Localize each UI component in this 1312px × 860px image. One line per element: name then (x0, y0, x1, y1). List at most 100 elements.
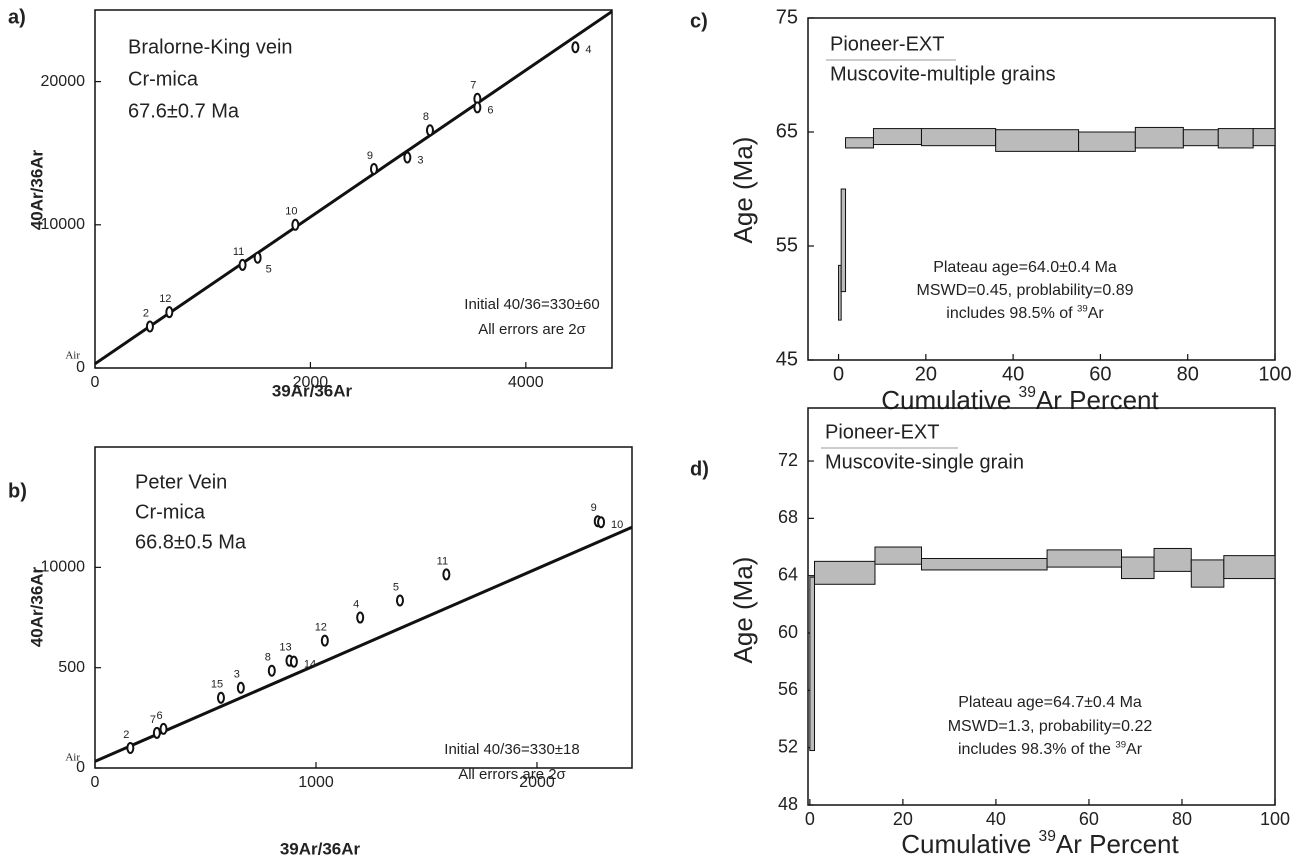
x-axis-label-part: Ar Percent (1056, 829, 1180, 859)
data-point (403, 151, 412, 164)
x-tick-label: 100 (1260, 809, 1290, 829)
annotation: Plateau age=64.7±0.4 Ma (958, 694, 1142, 711)
y-tick-label: 0 (76, 759, 85, 776)
step (1046, 549, 1123, 568)
step (845, 137, 874, 149)
point-label: 13 (279, 642, 291, 654)
y-axis-label: Age (Ma) (728, 137, 758, 244)
x-tick-label: 2000 (519, 774, 555, 791)
annotation-part: includes 98.5% of (946, 305, 1077, 322)
step (920, 557, 1048, 571)
x-tick-label: 0 (91, 774, 100, 791)
annotation: Muscovite-multiple grains (830, 63, 1056, 85)
point-label: 4 (353, 598, 359, 610)
y-tick-label: 52 (778, 736, 798, 756)
fit-line (95, 525, 632, 763)
x-tick-label: 40 (1002, 363, 1024, 385)
x-axis-label: Cumulative 39Ar Percent (881, 384, 1159, 415)
x-axis-label: Cumulative 39Ar Percent (901, 828, 1179, 859)
y-tick-label: 68 (778, 507, 798, 527)
point-label: 2 (143, 307, 149, 319)
step (1153, 547, 1192, 572)
step (1217, 128, 1254, 149)
y-tick-label: 75 (776, 6, 798, 28)
data-point (425, 124, 434, 137)
data-point (165, 306, 174, 319)
annotation: Cr-mica (135, 501, 206, 523)
step (874, 546, 922, 565)
point-label: 3 (234, 669, 240, 681)
point-label: 8 (265, 652, 271, 664)
x-axis-label-part: Ar Percent (1036, 385, 1160, 415)
y-tick-label: 72 (778, 450, 798, 470)
data-point (473, 101, 482, 114)
annotation: 67.6±0.7 Ma (128, 100, 240, 122)
annotation: MSWD=1.3, probability=0.22 (948, 718, 1153, 735)
annotation-part: includes 98.3% of the (958, 741, 1115, 758)
data-point (291, 218, 300, 231)
y-tick-label: 10000 (41, 216, 86, 233)
data-point (236, 681, 245, 694)
annotation: Muscovite-single grain (825, 451, 1024, 473)
annotation-part: Ar (1088, 305, 1105, 322)
y-tick-label: 65 (776, 120, 798, 142)
annotation: MSWD=0.45, problability=0.89 (917, 282, 1134, 299)
step (1223, 555, 1276, 580)
panel-label: d) (690, 458, 709, 480)
step (838, 264, 842, 321)
point-label: 6 (156, 710, 162, 722)
data-point (152, 726, 161, 739)
point-label: 5 (266, 264, 272, 276)
x-tick-label: 60 (1079, 809, 1099, 829)
point-label: 5 (393, 581, 399, 593)
data-point (267, 664, 276, 677)
data-point (356, 611, 365, 624)
y-tick-label: 500 (58, 659, 85, 676)
x-axis-label-part: 39 (1019, 384, 1036, 401)
annotation: Initial 40/36=330±18 (444, 741, 579, 758)
data-point (369, 162, 378, 175)
plot-frame (807, 407, 1276, 806)
x-tick-label: 0 (91, 374, 100, 391)
point-label: 9 (367, 150, 373, 162)
x-tick-label: 4000 (508, 374, 544, 391)
x-tick-label: 80 (1177, 363, 1199, 385)
point-label: 12 (315, 622, 327, 634)
step (920, 128, 997, 147)
step (995, 129, 1080, 152)
plot-frame (807, 17, 1276, 361)
point-label: 2 (123, 729, 129, 741)
x-tick-label: 2000 (293, 374, 329, 391)
y-tick-label: 55 (776, 234, 798, 256)
data-point (159, 722, 168, 735)
point-label: 7 (150, 714, 156, 726)
x-tick-label: 0 (833, 363, 844, 385)
step (814, 560, 876, 585)
annotation: 66.8±0.5 Ma (135, 531, 247, 553)
annotation: Peter Vein (135, 471, 227, 493)
data-point (126, 741, 135, 754)
annotation: Cr-mica (128, 68, 199, 90)
annotation: Pioneer-EXT (825, 421, 940, 443)
point-label: 8 (423, 111, 429, 123)
data-point (571, 41, 580, 54)
step (809, 576, 816, 752)
y-tick-label: 60 (778, 622, 798, 642)
point-label: 14 (304, 659, 316, 671)
data-point (395, 594, 404, 607)
y-axis-label: Age (Ma) (728, 557, 758, 664)
data-point (238, 258, 247, 271)
annotation: All errors are 2σ (458, 766, 566, 783)
data-point (289, 655, 298, 668)
y-tick-label: 45 (776, 348, 798, 370)
step (840, 188, 847, 293)
x-tick-label: 100 (1258, 363, 1291, 385)
annotation: Initial 40/36=330±60 (464, 296, 599, 313)
x-tick-label: 20 (893, 809, 913, 829)
y-axis-label: 40Ar/36Ar (27, 566, 46, 647)
panel-label: b) (8, 480, 27, 502)
step (872, 128, 922, 146)
point-label: 3 (417, 154, 423, 166)
step (1252, 128, 1276, 147)
